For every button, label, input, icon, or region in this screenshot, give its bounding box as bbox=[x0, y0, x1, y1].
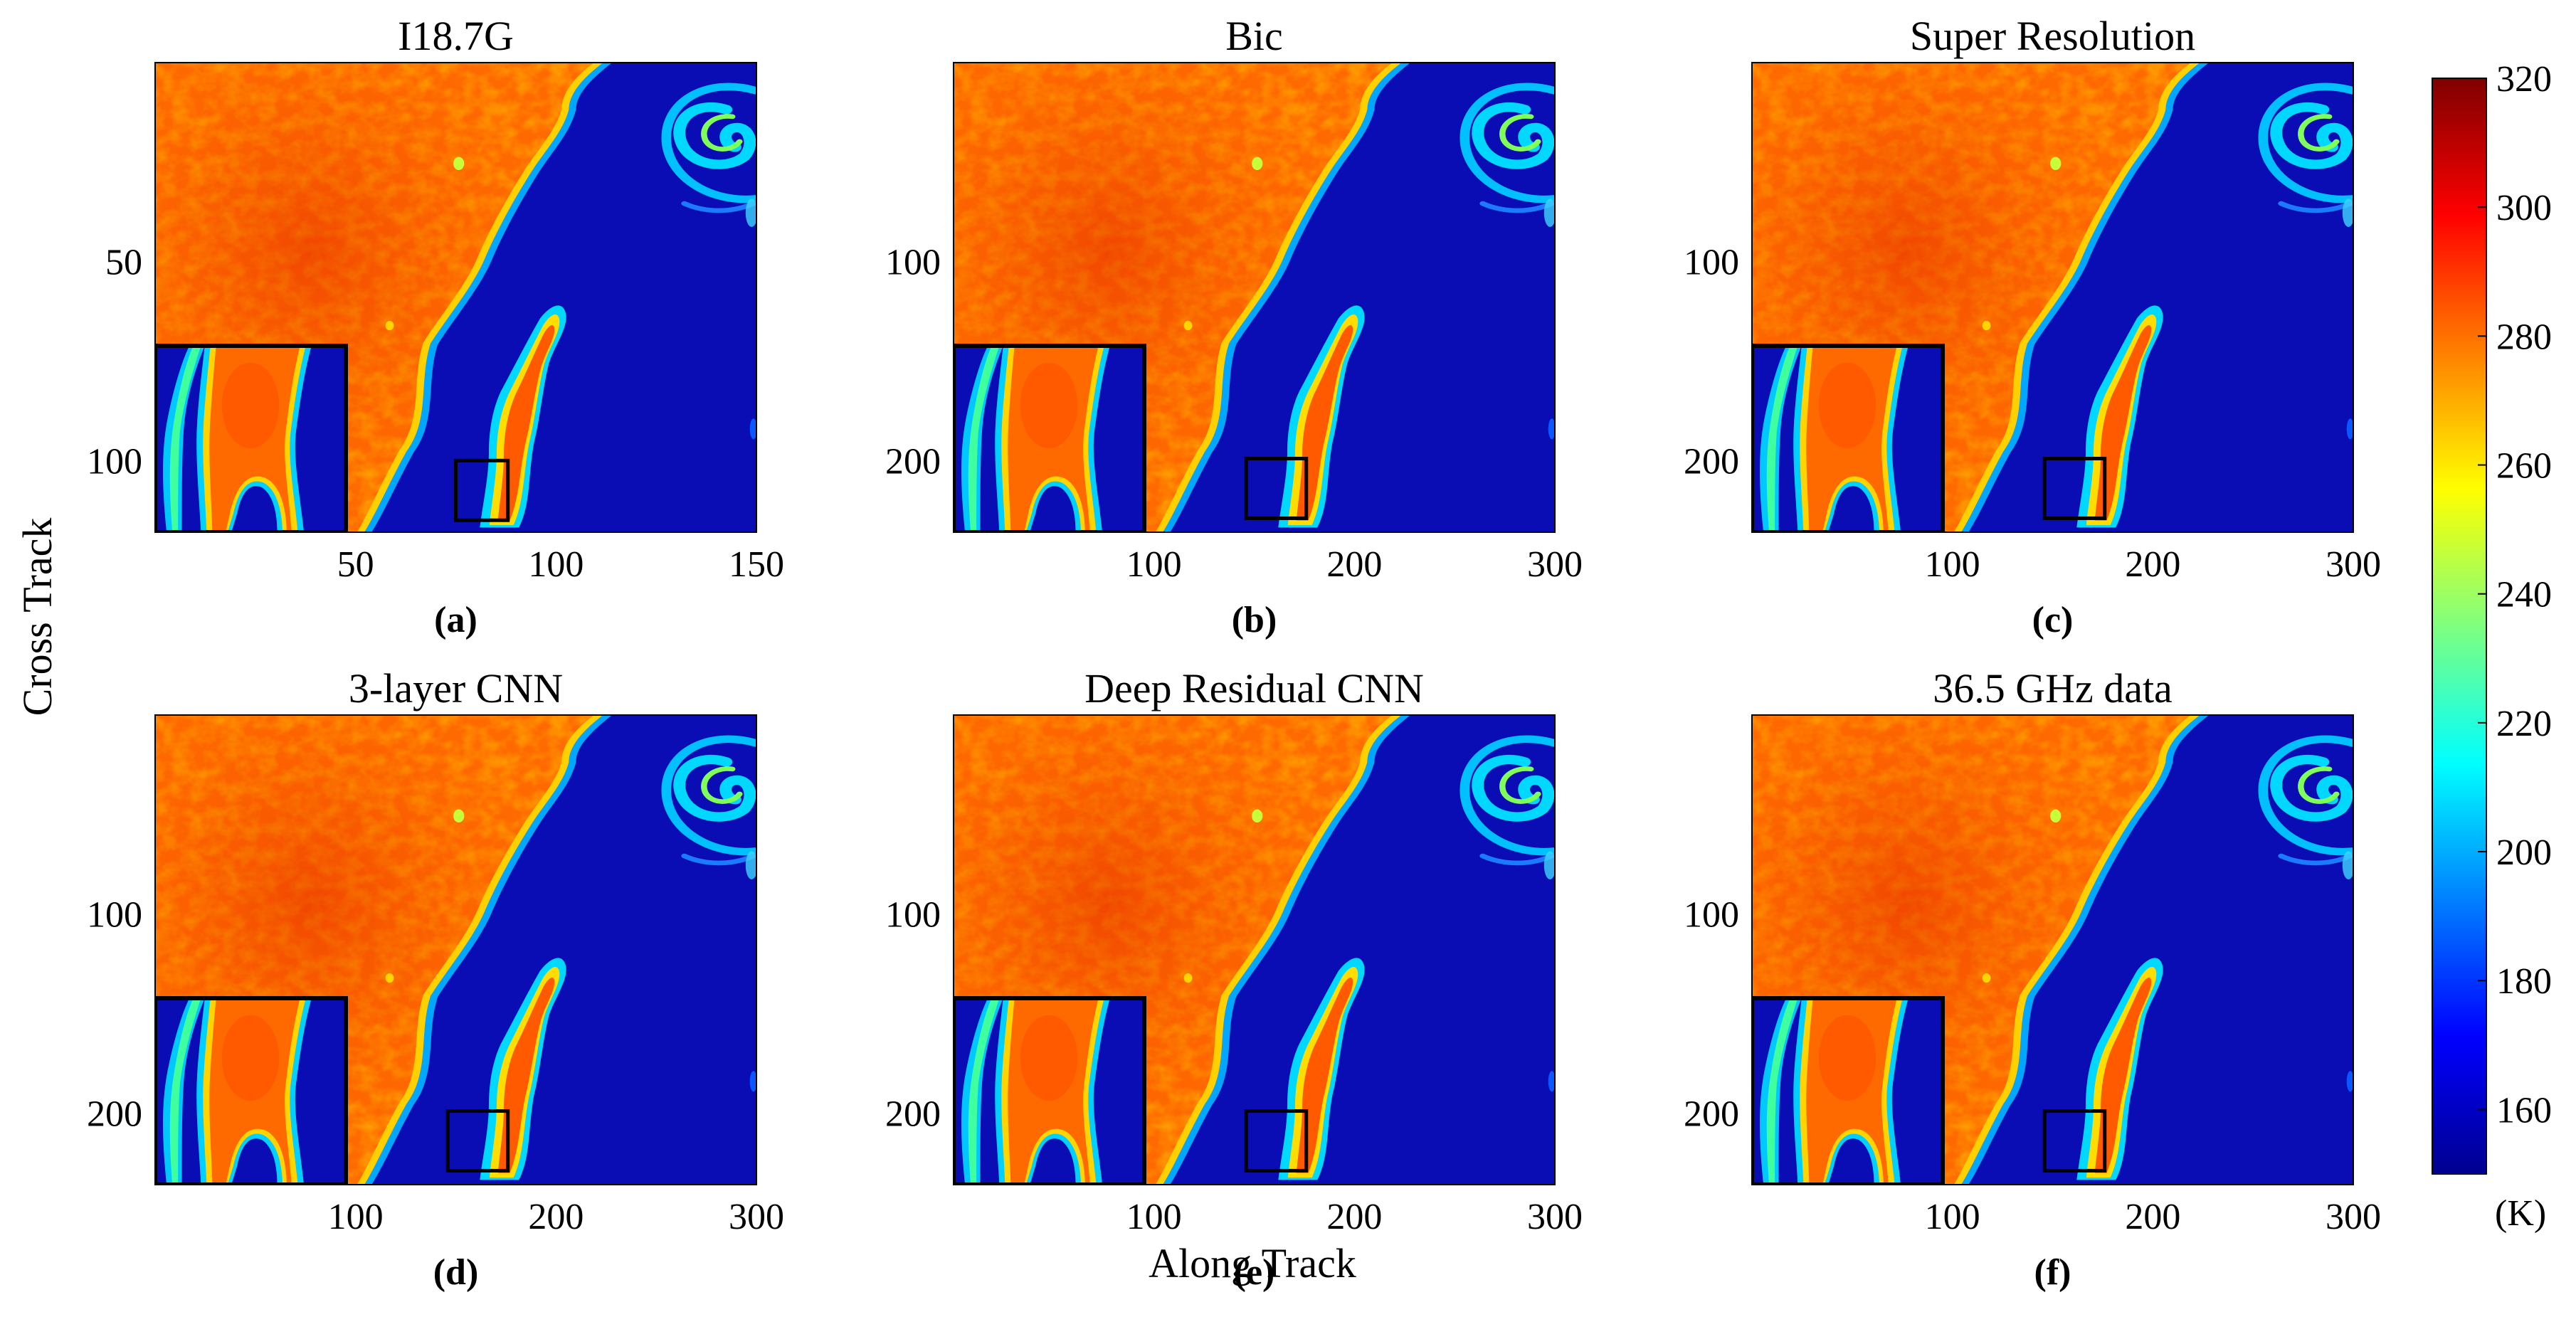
y-axis-label: Cross Track bbox=[14, 518, 60, 716]
colorbar-gradient bbox=[2432, 78, 2487, 1175]
x-tick-label: 100 bbox=[528, 544, 584, 585]
x-tick-label: 300 bbox=[1527, 1197, 1583, 1237]
brightness-temperature-map bbox=[1752, 715, 2355, 1185]
panel-frame bbox=[1751, 714, 2354, 1185]
panel: Deep Residual CNN 100 200 300 100 200 (e) bbox=[885, 665, 1583, 1293]
y-tick-label: 200 bbox=[1684, 441, 1739, 482]
colorbar-tick-label: 240 bbox=[2496, 575, 2552, 615]
zoom-inset bbox=[1752, 344, 1945, 532]
colorbar-tick-label: 260 bbox=[2496, 446, 2552, 487]
colorbar-unit: (K) bbox=[2495, 1193, 2546, 1234]
y-tick-label: 100 bbox=[87, 441, 142, 482]
panel-grid: I18.7G 50 100 150 50 100 (a) Bic 100 200 300 100 200… bbox=[87, 13, 2381, 1293]
panel-title: Bic bbox=[1225, 13, 1283, 59]
zoom-box bbox=[1244, 1109, 1309, 1173]
panel-frame bbox=[154, 714, 757, 1185]
brightness-temperature-map bbox=[954, 715, 1556, 1185]
y-tick-label: 200 bbox=[1684, 1094, 1739, 1134]
x-tick-label: 100 bbox=[328, 1197, 384, 1237]
x-tick-label: 200 bbox=[2125, 1197, 2180, 1237]
zoom-box bbox=[2042, 457, 2107, 520]
panel-frame bbox=[154, 62, 757, 533]
subfigure-label: (b) bbox=[1232, 600, 1277, 640]
panel: Super Resolution 100 200 300 100 200 (c) bbox=[1684, 13, 2381, 640]
x-axis-label: Along Track bbox=[1149, 1240, 1356, 1286]
zoom-box bbox=[445, 1109, 510, 1173]
zoom-inset bbox=[1752, 996, 1945, 1185]
x-tick-label: 100 bbox=[1126, 544, 1182, 585]
y-tick-label: 200 bbox=[87, 1094, 142, 1134]
panel-frame bbox=[953, 62, 1556, 533]
colorbar: 320 300 280 260 240 220 200 180 160 (K) bbox=[2432, 59, 2552, 1234]
zoom-inset bbox=[155, 344, 348, 532]
panel: 36.5 GHz data 100 200 300 100 200 (f) bbox=[1684, 665, 2381, 1293]
x-tick-label: 300 bbox=[1527, 544, 1583, 585]
zoom-box bbox=[1244, 457, 1309, 520]
x-tick-label: 150 bbox=[729, 544, 784, 585]
x-tick-label: 200 bbox=[1326, 1197, 1382, 1237]
subfigure-label: (e) bbox=[1234, 1252, 1275, 1293]
panel: Bic 100 200 300 100 200 (b) bbox=[885, 13, 1583, 640]
x-tick-label: 100 bbox=[1126, 1197, 1182, 1237]
x-tick-label: 200 bbox=[528, 1197, 584, 1237]
x-tick-label: 300 bbox=[729, 1197, 784, 1237]
colorbar-tick-label: 280 bbox=[2496, 317, 2552, 357]
y-tick-label: 200 bbox=[885, 1094, 941, 1134]
zoom-inset bbox=[155, 996, 348, 1185]
zoom-box bbox=[454, 458, 510, 522]
colorbar-tick-label: 160 bbox=[2496, 1090, 2552, 1131]
y-tick-label: 200 bbox=[885, 441, 941, 482]
panel: I18.7G 50 100 150 50 100 (a) bbox=[87, 13, 784, 640]
y-tick-label: 100 bbox=[885, 895, 941, 936]
brightness-temperature-map bbox=[954, 63, 1556, 532]
panel-title: I18.7G bbox=[398, 13, 514, 59]
colorbar-tick-label: 220 bbox=[2496, 704, 2552, 744]
colorbar-tick-label: 320 bbox=[2496, 59, 2552, 100]
y-tick-label: 100 bbox=[1684, 243, 1739, 283]
panel: 3-layer CNN 100 200 300 100 200 (d) bbox=[87, 665, 784, 1293]
zoom-inset bbox=[954, 996, 1146, 1185]
x-tick-label: 200 bbox=[1326, 544, 1382, 585]
y-tick-label: 100 bbox=[87, 895, 142, 936]
x-tick-label: 300 bbox=[2326, 1197, 2381, 1237]
panel-title: 3-layer CNN bbox=[349, 665, 563, 711]
x-tick-label: 200 bbox=[2125, 544, 2180, 585]
subfigure-label: (f) bbox=[2034, 1252, 2071, 1293]
zoom-inset bbox=[954, 344, 1146, 532]
subfigure-label: (c) bbox=[2032, 600, 2074, 640]
colorbar-tick-label: 200 bbox=[2496, 832, 2552, 873]
subfigure-label: (d) bbox=[433, 1252, 479, 1293]
panel-title: Super Resolution bbox=[1910, 13, 2195, 59]
x-tick-label: 50 bbox=[337, 544, 374, 585]
panel-frame bbox=[1751, 62, 2354, 533]
brightness-temperature-map bbox=[155, 63, 758, 532]
x-tick-label: 300 bbox=[2326, 544, 2381, 585]
panel-frame bbox=[953, 714, 1556, 1185]
colorbar-tick-label: 300 bbox=[2496, 188, 2552, 228]
y-tick-label: 100 bbox=[1684, 895, 1739, 936]
colorbar-tick-label: 180 bbox=[2496, 961, 2552, 1002]
x-tick-label: 100 bbox=[1925, 1197, 1980, 1237]
subfigure-label: (a) bbox=[434, 600, 477, 640]
panel-title: 36.5 GHz data bbox=[1933, 665, 2173, 711]
y-tick-label: 50 bbox=[105, 243, 142, 283]
zoom-box bbox=[2042, 1109, 2107, 1173]
panel-title: Deep Residual CNN bbox=[1084, 665, 1424, 711]
y-tick-label: 100 bbox=[885, 243, 941, 283]
brightness-temperature-map bbox=[155, 715, 758, 1185]
brightness-temperature-map bbox=[1752, 63, 2355, 532]
x-tick-label: 100 bbox=[1925, 544, 1980, 585]
